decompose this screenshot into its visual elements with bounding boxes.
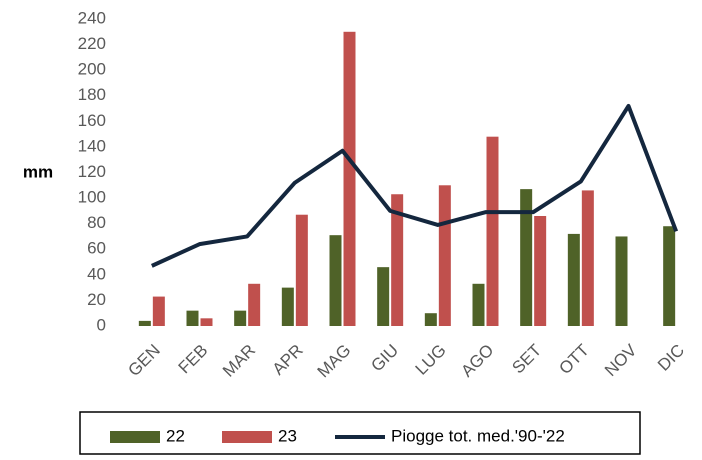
y-tick-label: 100 [78, 188, 106, 207]
bar [438, 185, 451, 326]
bar [200, 318, 213, 326]
bar [281, 287, 294, 326]
y-tick-label: 40 [87, 264, 106, 283]
legend-swatch [222, 431, 272, 443]
bar [329, 235, 342, 326]
bar [186, 310, 199, 326]
bar [567, 233, 580, 326]
y-tick-label: 60 [87, 239, 106, 258]
bar [472, 283, 485, 326]
x-tick-label: SET [508, 341, 545, 378]
x-tick-label: APR [269, 341, 307, 379]
bar [234, 310, 247, 326]
bar [248, 283, 261, 326]
legend-label: 23 [278, 426, 297, 445]
y-tick-label: 120 [78, 162, 106, 181]
bar [295, 214, 308, 326]
bar [615, 236, 628, 326]
bar [486, 136, 499, 326]
x-tick-label: DIC [654, 341, 688, 375]
y-axis-label: mm [23, 162, 53, 181]
bar [343, 31, 356, 327]
x-tick-label: MAR [219, 341, 259, 381]
bar [520, 189, 533, 326]
line [151, 103, 679, 268]
x-tick-label: FEB [175, 341, 212, 378]
bar [534, 215, 547, 326]
bar [377, 267, 390, 326]
y-tick-label: 80 [87, 213, 106, 232]
legend-box [79, 411, 641, 455]
y-tick-label: 20 [87, 290, 106, 309]
bar [424, 313, 437, 326]
y-tick-label: 140 [78, 136, 106, 155]
bar [663, 226, 676, 326]
x-tick-label: MAG [314, 341, 355, 382]
y-tick-label: 0 [97, 315, 106, 334]
x-tick-label: LUG [412, 341, 450, 379]
bar [391, 194, 404, 326]
bar [581, 190, 594, 326]
x-tick-label: OTT [555, 341, 592, 378]
legend-swatch [110, 431, 160, 443]
x-tick-label: GIU [367, 341, 402, 376]
bar [152, 296, 165, 326]
legend-label: Piogge tot. med.'90-'22 [391, 426, 565, 445]
x-tick-label: GEN [124, 341, 163, 380]
x-tick-label: NOV [601, 340, 641, 380]
y-tick-label: 180 [78, 85, 106, 104]
x-tick-label: AGO [457, 341, 497, 381]
bar [138, 320, 151, 326]
y-tick-label: 200 [78, 60, 106, 79]
y-tick-label: 220 [78, 34, 106, 53]
legend-label: 22 [166, 426, 185, 445]
y-tick-label: 160 [78, 111, 106, 130]
y-tick-label: 240 [78, 8, 106, 27]
